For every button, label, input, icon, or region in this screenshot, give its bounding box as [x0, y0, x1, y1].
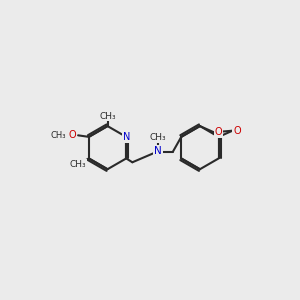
Text: O: O — [68, 130, 76, 140]
Text: O: O — [233, 126, 241, 136]
Text: CH₃: CH₃ — [149, 133, 166, 142]
Text: CH₃: CH₃ — [70, 160, 86, 169]
Text: N: N — [154, 146, 161, 157]
Text: O: O — [214, 127, 222, 137]
Text: N: N — [123, 132, 131, 142]
Text: CH₃: CH₃ — [50, 131, 66, 140]
Text: CH₃: CH₃ — [99, 112, 116, 121]
